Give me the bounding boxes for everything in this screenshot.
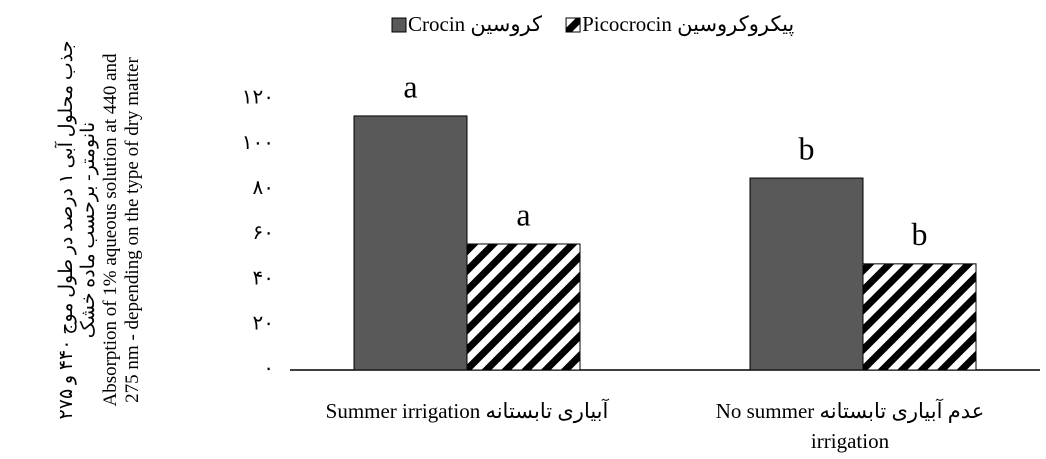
y-tick-label: ۸۰: [253, 177, 274, 199]
bar: [353, 115, 468, 371]
bar: [862, 263, 977, 371]
category-label: Summer irrigation آبیاری تابستانه: [325, 399, 609, 423]
legend-label: Picocrocin پیکروکروسین: [582, 12, 794, 37]
y-tick-label: ۴۰: [253, 267, 274, 289]
category-label: عدم آبیاری تابستانه No summer irrigation: [715, 399, 985, 453]
bar: [466, 243, 581, 371]
legend-swatch: [391, 17, 407, 33]
y-tick-label: ۶۰: [253, 222, 274, 244]
y-axis-title-en: Absorption of 1% aqueous solution at 440…: [100, 53, 143, 407]
y-tick-label: ۲۰: [253, 312, 274, 334]
legend-swatch: [565, 17, 581, 33]
legend-label: Crocin کروسین: [408, 12, 542, 37]
y-axis-title-fa: جذب محلول آبی ۱ درصد در طول موج ۴۴۰ و ۲۷…: [56, 40, 99, 420]
data-annotation: b: [912, 216, 928, 252]
data-annotation: b: [799, 130, 815, 166]
data-annotation: a: [403, 68, 417, 104]
y-axis-title: جذب محلول آبی ۱ درصد در طول موج ۴۴۰ و ۲۷…: [56, 40, 144, 420]
data-annotation: a: [516, 196, 530, 232]
y-tick-label: ۱۲۰: [242, 87, 274, 109]
y-tick-label: ۰: [263, 358, 274, 380]
bar: [749, 177, 864, 371]
y-tick-label: ۱۰۰: [242, 132, 274, 154]
